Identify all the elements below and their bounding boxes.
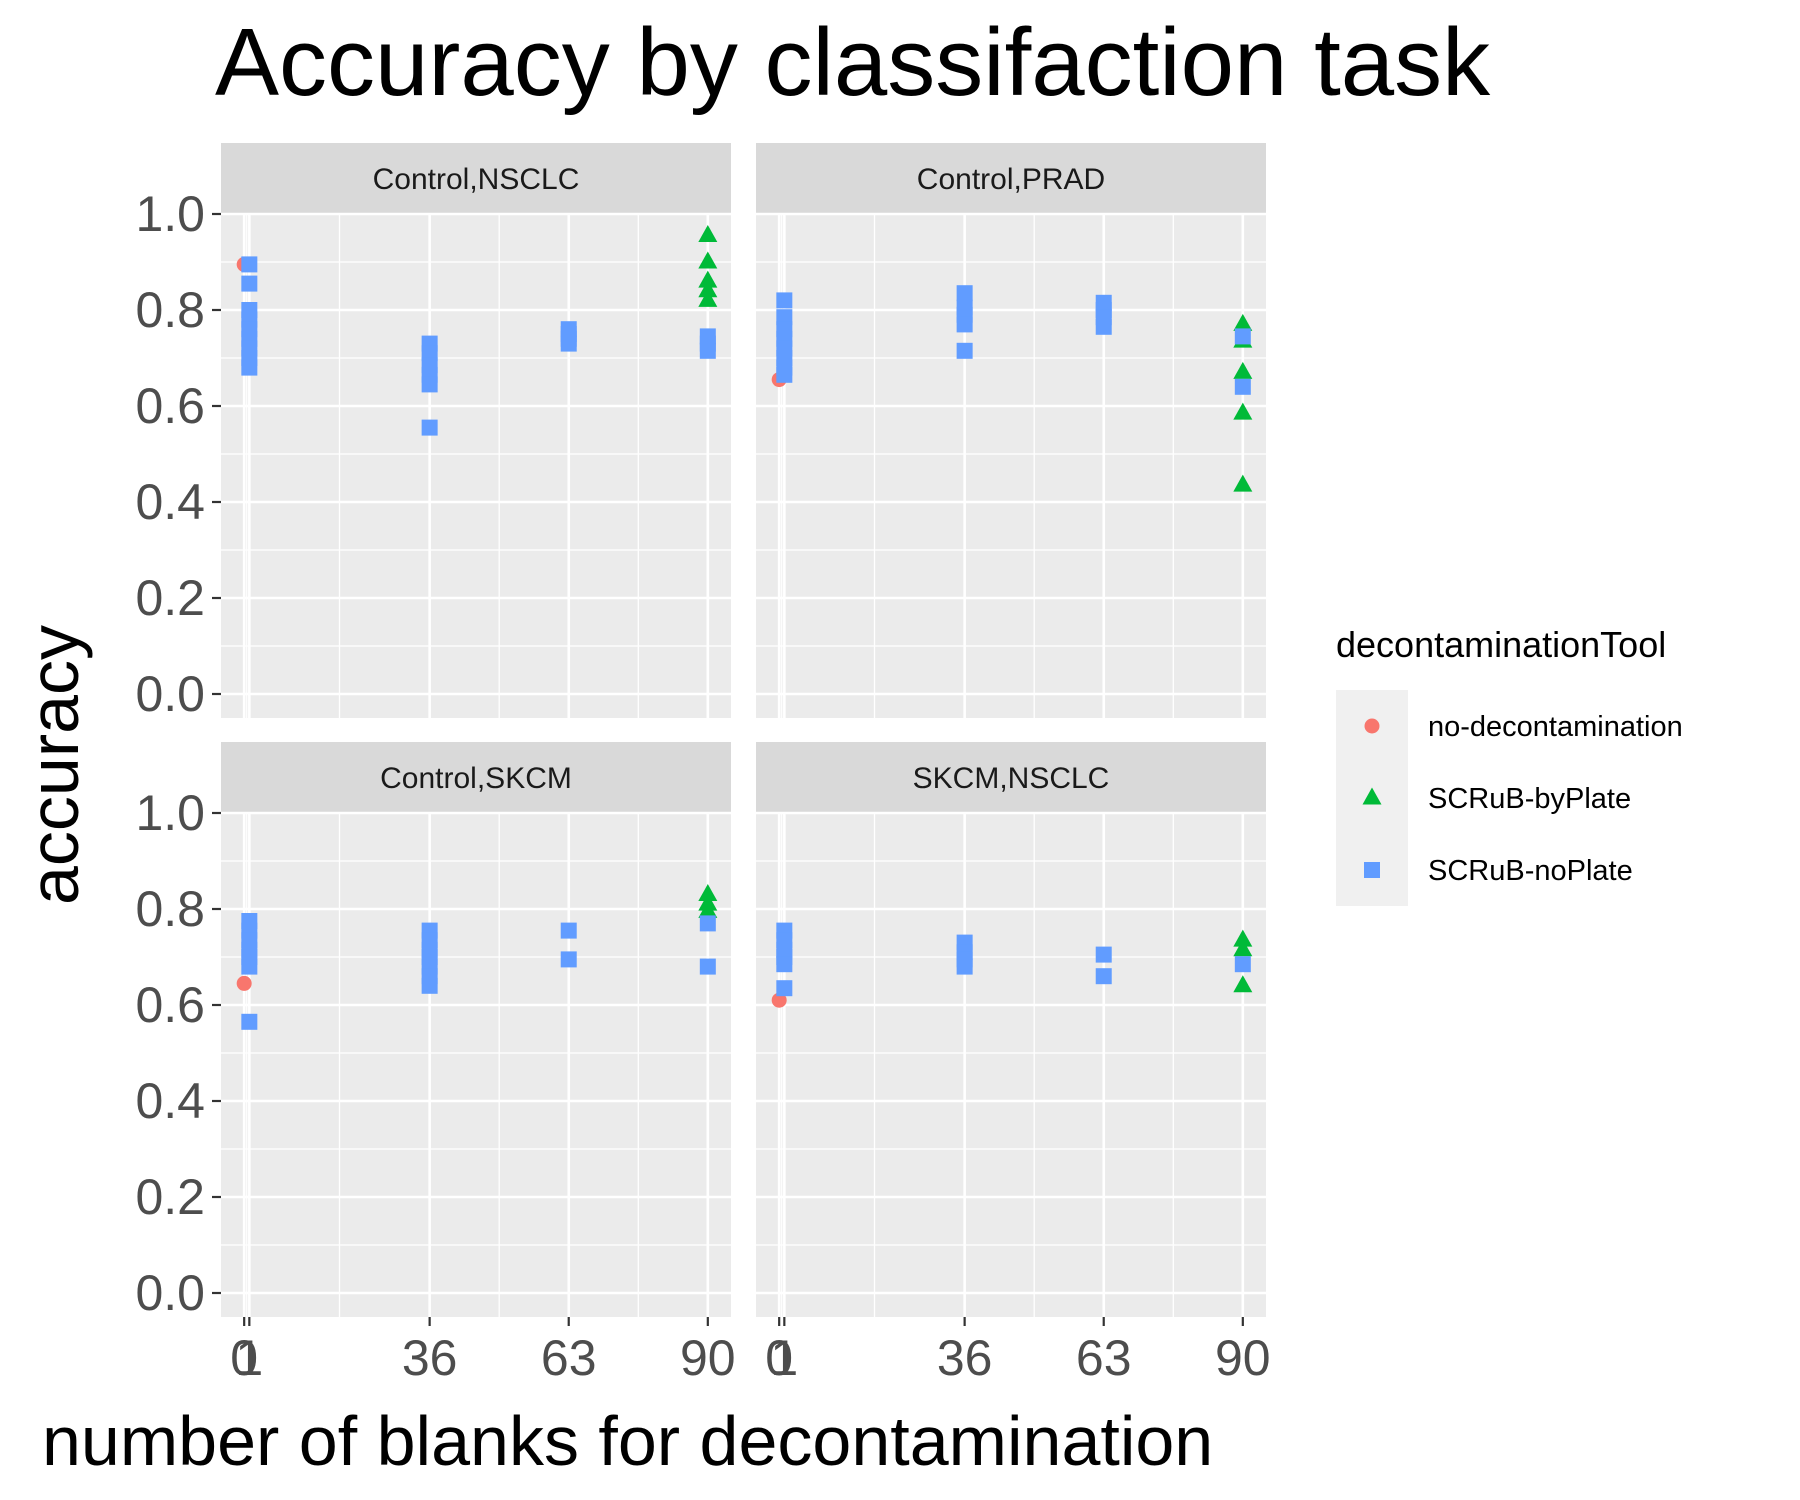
- panels-layer: Control,NSCLC Control,PRAD Control,SKCM SKC…: [221, 143, 1266, 1317]
- y-tick-label: 0.0: [135, 666, 205, 722]
- data-point: [776, 956, 793, 973]
- data-point: [776, 292, 793, 309]
- data-point: [776, 366, 793, 383]
- legend-entries: no-decontamination SCRuB-byPlate SCRuB-noP…: [1362, 711, 1683, 887]
- panel-strip: [221, 143, 731, 213]
- data-point: [698, 280, 718, 298]
- data-point: [1234, 956, 1251, 973]
- x-tick-label: 0: [230, 1330, 258, 1386]
- panel: Control,PRAD: [756, 143, 1266, 718]
- y-tick-label: 0.4: [135, 1073, 205, 1129]
- y-tick-label: 0.2: [135, 570, 205, 626]
- data-point: [1234, 328, 1251, 345]
- panel-strip-label: Control,NSCLC: [373, 163, 580, 196]
- data-point: [698, 289, 718, 307]
- legend-key: [1364, 718, 1380, 734]
- x-axis-title: number of blanks for decontamination: [42, 1402, 1213, 1480]
- x-tick-label: 36: [402, 1330, 458, 1386]
- y-tick-label: 0.2: [135, 1169, 205, 1225]
- legend-label: SCRuB-noPlate: [1428, 855, 1633, 887]
- panel: Control,NSCLC: [221, 143, 731, 718]
- data-point: [956, 285, 973, 302]
- data-point: [1233, 361, 1253, 379]
- data-point: [1233, 474, 1253, 492]
- panel-strip: [756, 742, 1266, 812]
- data-point: [241, 1013, 258, 1030]
- panel-background: [221, 214, 731, 718]
- data-point: [1233, 929, 1253, 947]
- data-point: [698, 251, 718, 269]
- legend-label: no-decontamination: [1428, 711, 1683, 743]
- x-tick-label: 63: [541, 1330, 597, 1386]
- data-point: [1233, 402, 1253, 420]
- panel-strip: [221, 742, 731, 812]
- x-tick-label: 1: [235, 1330, 263, 1386]
- y-tick-label: 0.8: [135, 881, 205, 937]
- data-point: [1233, 939, 1253, 957]
- y-tick-label: 0.4: [135, 474, 205, 530]
- data-point: [241, 256, 258, 273]
- panel-background: [221, 813, 731, 1317]
- data-point: [699, 915, 716, 932]
- legend-key: [1364, 862, 1380, 878]
- data-point: [421, 977, 438, 994]
- x-tick-label: 90: [1215, 1330, 1271, 1386]
- panel-strip-label: Control,PRAD: [917, 163, 1105, 196]
- data-point: [1095, 968, 1112, 985]
- data-point: [421, 376, 438, 393]
- y-axes-layer: 0.0 0.2 0.4 0.6 0.8 1.0 0.0 0.2 0.4 0.6 0.8 1.0: [135, 186, 221, 1321]
- y-tick-label: 1.0: [135, 785, 205, 841]
- x-tick-label: 1: [770, 1330, 798, 1386]
- panel-background: [756, 214, 1266, 718]
- data-point: [698, 270, 718, 288]
- data-point: [241, 359, 258, 376]
- data-point: [421, 419, 438, 436]
- legend-title: decontaminationTool: [1336, 624, 1666, 665]
- data-point: [956, 316, 973, 333]
- legend-label: SCRuB-byPlate: [1428, 783, 1631, 815]
- legend-key: [1362, 787, 1382, 805]
- x-tick-label: 90: [680, 1330, 736, 1386]
- data-point: [956, 342, 973, 359]
- data-point: [699, 958, 716, 975]
- data-point: [1234, 378, 1251, 395]
- y-tick-label: 0.8: [135, 282, 205, 338]
- panel: SKCM,NSCLC: [756, 742, 1266, 1317]
- y-tick-label: 0.0: [135, 1265, 205, 1321]
- y-tick-label: 0.6: [135, 378, 205, 434]
- data-point: [956, 958, 973, 975]
- x-tick-label: 36: [937, 1330, 993, 1386]
- panel-strip-label: Control,SKCM: [380, 762, 572, 795]
- data-point: [698, 900, 718, 918]
- data-point: [1233, 313, 1253, 331]
- data-point: [776, 980, 793, 997]
- data-point: [1233, 975, 1253, 993]
- y-tick-label: 1.0: [135, 186, 205, 242]
- chart-title: Accuracy by classifaction task: [215, 9, 1491, 116]
- x-tick-label: 0: [765, 1330, 793, 1386]
- legend: decontaminationTool no-decontamination SC…: [1336, 624, 1683, 906]
- y-axis-title: accuracy: [15, 625, 93, 905]
- data-point: [1095, 318, 1112, 335]
- data-point: [241, 958, 258, 975]
- panel: Control,SKCM: [221, 742, 731, 1317]
- x-axes-layer: 01 36 63 90 01 36 63 90: [230, 1317, 1271, 1386]
- data-point: [236, 975, 252, 991]
- panel-background: [756, 813, 1266, 1317]
- data-point: [698, 225, 718, 243]
- data-point: [560, 335, 577, 352]
- data-point: [241, 275, 258, 292]
- x-tick-label: 63: [1076, 1330, 1132, 1386]
- panel-strip: [756, 143, 1266, 213]
- data-point: [560, 922, 577, 939]
- data-point: [560, 951, 577, 968]
- panel-strip-label: SKCM,NSCLC: [913, 762, 1110, 795]
- data-point: [699, 342, 716, 359]
- data-point: [1095, 946, 1112, 963]
- data-point: [698, 884, 718, 902]
- data-point: [771, 992, 787, 1008]
- y-tick-label: 0.6: [135, 977, 205, 1033]
